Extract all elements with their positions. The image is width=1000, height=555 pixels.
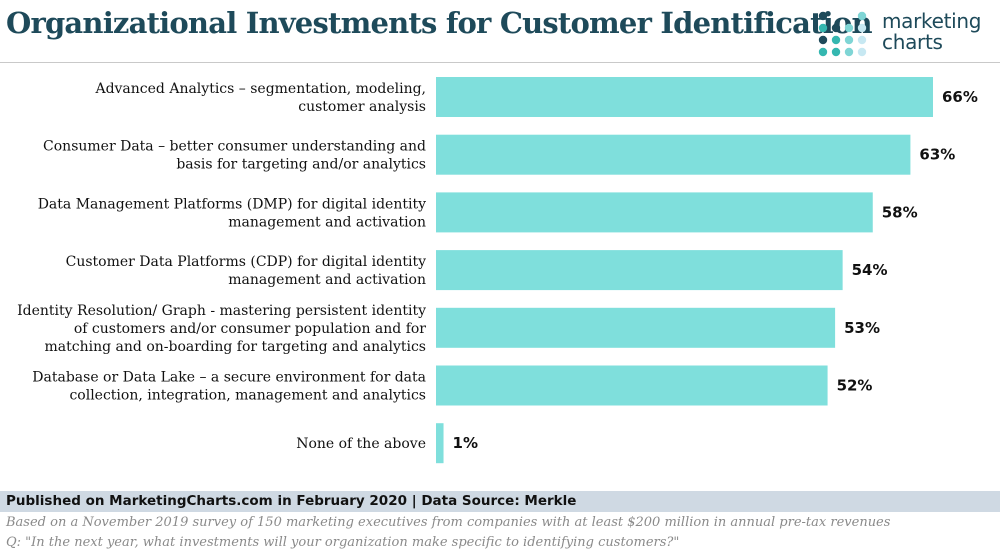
category-label: Data Management Platforms (DMP) for digi… [38,196,426,230]
value-label: 1% [453,434,478,452]
value-label: 54% [852,261,888,279]
title-divider [0,62,1000,63]
logo-dot [844,23,854,33]
value-label: 63% [919,146,955,164]
category-label: Customer Data Platforms (CDP) for digita… [66,254,426,288]
logo-dot [857,35,867,45]
logo-dot [857,11,867,21]
logo-text-line2: charts [882,30,943,54]
published-source-text: Published on MarketingCharts.com in Febr… [6,493,577,509]
category-label: Consumer Data – better consumer understa… [43,139,426,173]
value-label: 52% [837,377,873,395]
survey-question: Q: "In the next year, what investments w… [6,535,680,550]
category-label: None of the above [296,436,426,452]
marketingcharts-logo: marketing charts [816,10,996,60]
logo-dot [831,47,841,57]
logo-dot [818,11,828,21]
bar [436,77,933,117]
logo-dot [857,23,867,33]
logo-dot [844,47,854,57]
bar [436,134,911,175]
category-label: Identity Resolution/ Graph - mastering p… [17,303,426,355]
logo-dot [831,35,841,45]
logo-dot [831,23,841,33]
bar-chart: 66% Advanced Analytics – segmentation, mo… [17,77,978,464]
footer-bar: Published on MarketingCharts.com in Febr… [0,491,1000,512]
bar [436,250,843,291]
logo-dot [818,35,828,45]
logo-dot [818,47,828,57]
bar [436,307,836,348]
value-label: 58% [882,203,918,221]
category-label: Database or Data Lake – a secure environ… [32,370,426,404]
survey-note: Based on a November 2019 survey of 150 m… [6,515,891,530]
value-label: 66% [942,88,978,106]
logo-dots-icon [818,11,867,57]
value-label: 53% [844,319,880,337]
bar [436,192,873,233]
category-label: Advanced Analytics – segmentation, model… [94,81,426,115]
page-title: Organizational Investments for Customer … [6,6,873,40]
logo-dot [818,23,828,33]
logo-dot [844,35,854,45]
logo-text-line1: marketing [882,9,982,33]
bar [436,423,444,464]
logo-dot [857,47,867,57]
bar [436,365,828,406]
